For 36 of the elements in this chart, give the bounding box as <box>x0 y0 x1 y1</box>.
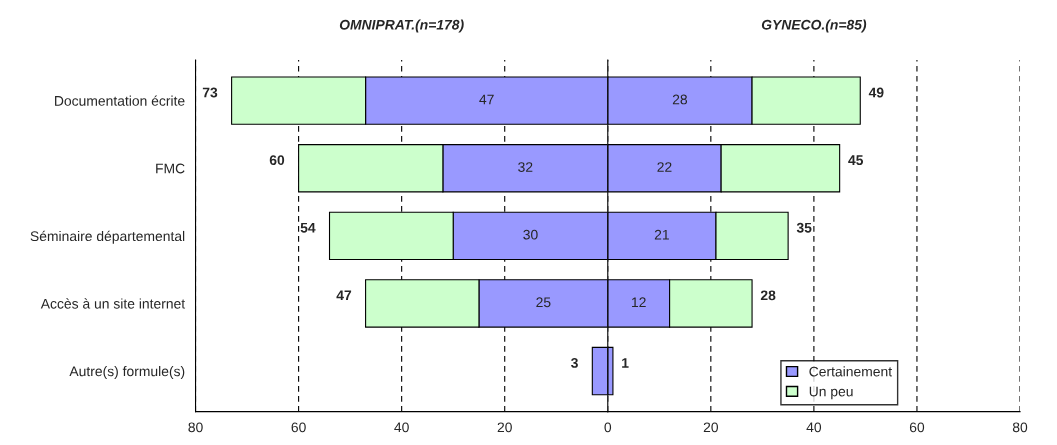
data-label: 28 <box>672 94 688 105</box>
x-tick-label: 0 <box>604 422 612 433</box>
y-tick-label: Accès à un site internet <box>40 298 186 309</box>
x-tick-label: 20 <box>703 422 719 433</box>
total-label: 49 <box>868 87 884 98</box>
legend-label: Certainement <box>809 366 892 377</box>
x-tick-label: 80 <box>188 422 203 433</box>
data-label: 21 <box>654 229 669 240</box>
data-label: 47 <box>479 94 494 105</box>
y-tick-label: Séminaire départemental <box>30 230 185 244</box>
total-label: 73 <box>202 87 218 98</box>
total-label: 3 <box>571 358 578 368</box>
data-label: 22 <box>657 162 672 172</box>
y-tick-label: Autre(s) formule(s) <box>69 366 185 379</box>
x-tick-label: 60 <box>291 422 306 433</box>
data-label: 32 <box>518 162 533 172</box>
total-label: 1 <box>622 358 629 368</box>
y-tick-label: FMC <box>156 163 185 174</box>
chart-title: OMNIPRAT.(n=178) <box>339 19 464 33</box>
y-tick-label: Documentation écrite <box>55 95 185 106</box>
total-label: 35 <box>796 222 812 233</box>
total-label: 28 <box>760 290 776 301</box>
total-label: 47 <box>336 290 352 301</box>
x-tick-label: 40 <box>806 422 822 433</box>
data-label: 12 <box>632 297 646 308</box>
x-tick-label: 20 <box>497 422 512 433</box>
total-label: 45 <box>848 155 864 166</box>
legend-label: Un peu <box>809 386 853 400</box>
total-label: 60 <box>269 155 285 166</box>
data-label: 30 <box>523 229 538 240</box>
x-tick-label: 40 <box>394 422 409 433</box>
total-label: 54 <box>300 222 316 233</box>
chart-title: GYNECO.(n=85) <box>761 19 867 33</box>
data-label: 25 <box>536 297 551 308</box>
x-tick-label: 80 <box>1012 422 1028 433</box>
x-tick-label: 60 <box>909 422 925 433</box>
